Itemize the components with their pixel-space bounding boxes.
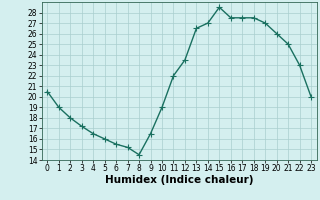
X-axis label: Humidex (Indice chaleur): Humidex (Indice chaleur) [105, 175, 253, 185]
